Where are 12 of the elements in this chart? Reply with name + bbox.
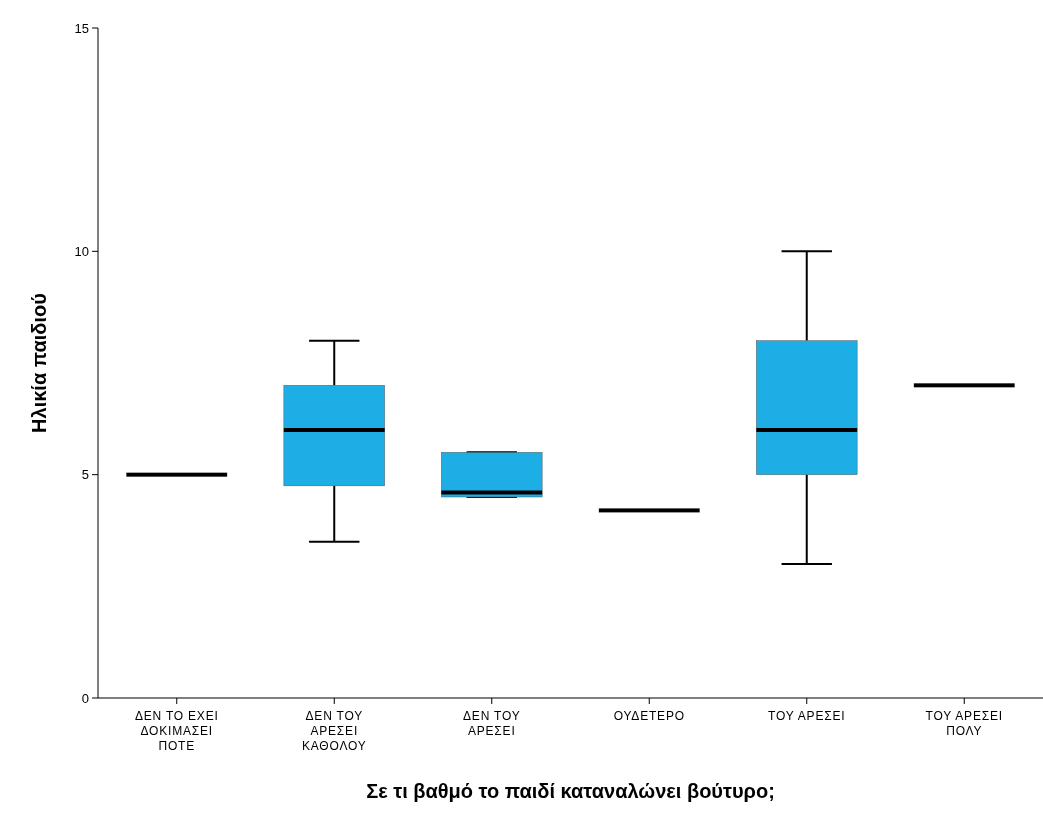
x-axis-title: Σε τι βαθμό το παιδί καταναλώνει βούτυρο; — [366, 780, 775, 802]
y-tick-label: 15 — [74, 20, 89, 36]
y-tick-label: 5 — [81, 467, 89, 483]
x-tick-label: ΔΕΝ ΤΟΥ ΑΡΕΣΕΙ ΚΑΘΟΛΟΥ — [301, 709, 367, 753]
y-tick-label: 10 — [74, 243, 89, 259]
x-tick-label: ΤΟΥ ΑΡΕΣΕΙ ΠΟΛΥ — [925, 709, 1003, 738]
y-tick-label: 0 — [81, 690, 89, 706]
x-tick-label: ΔΕΝ ΤΟ ΕΧΕΙ ΔΟΚΙΜΑΣΕΙ ΠΟΤΕ — [134, 709, 219, 753]
y-axis-title: Ηλικία παιδιού — [28, 293, 50, 433]
x-tick-label: ΟΥΔΕΤΕΡΟ — [613, 709, 685, 723]
x-tick-label: ΔΕΝ ΤΟΥ ΑΡΕΣΕΙ — [463, 709, 521, 738]
x-tick-label: ΤΟΥ ΑΡΕΣΕΙ — [768, 709, 846, 723]
